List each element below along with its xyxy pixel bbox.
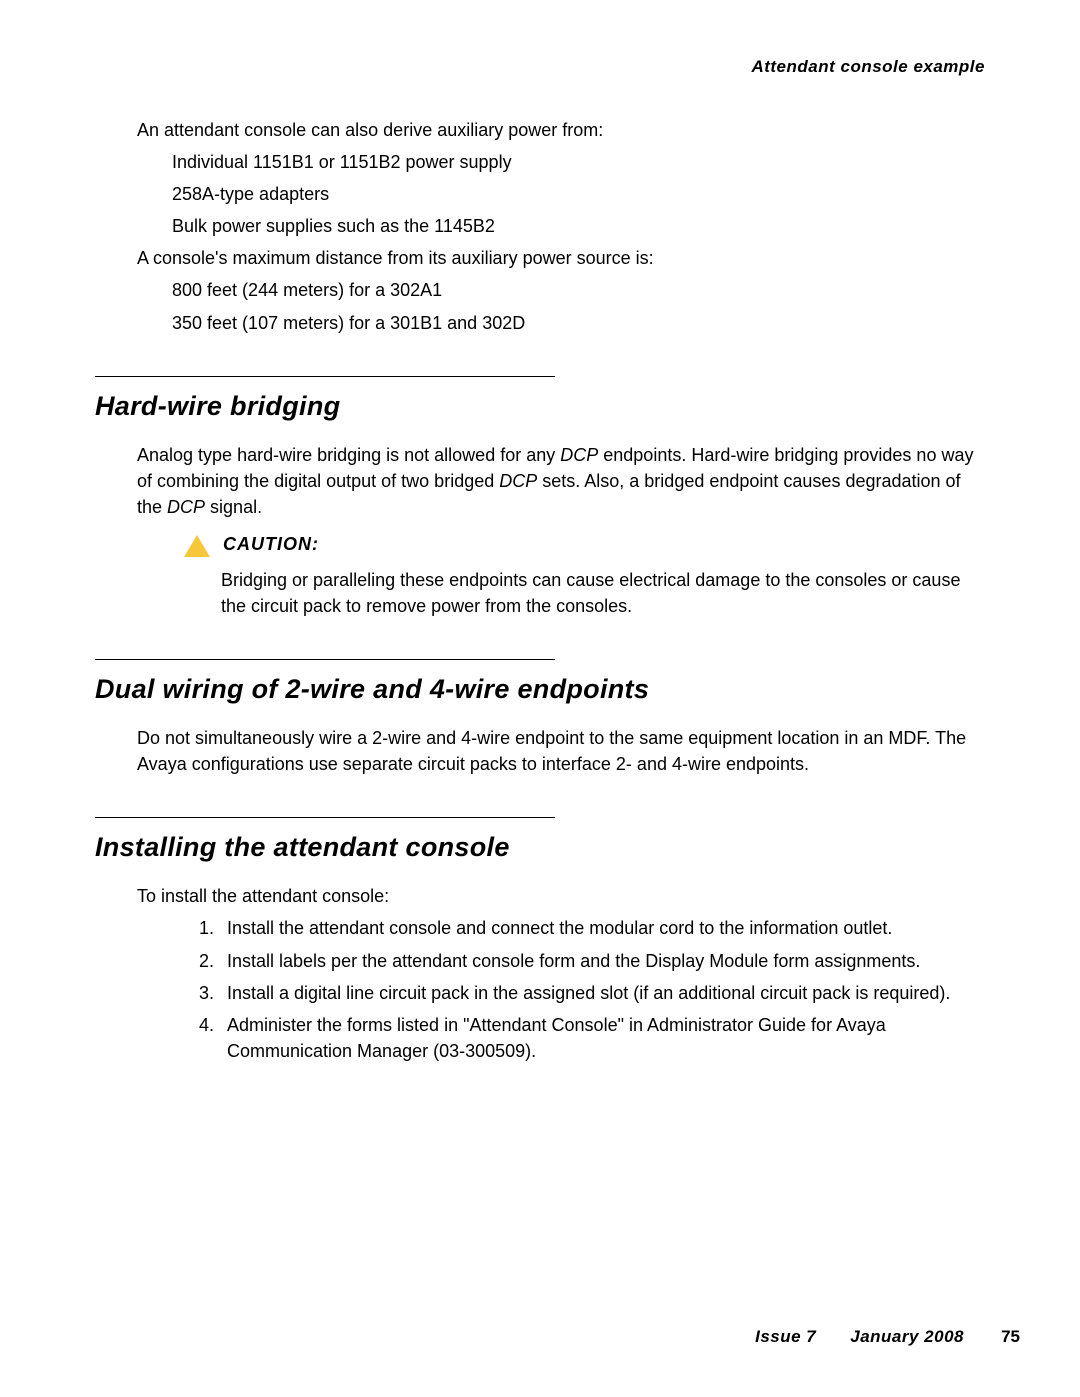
list-item: 1. Install the attendant console and con…	[199, 915, 985, 941]
page-number: 75	[1001, 1327, 1020, 1347]
step-number: 1.	[199, 915, 219, 941]
running-header: Attendant console example	[751, 57, 985, 77]
step-text: Install labels per the attendant console…	[227, 948, 920, 974]
list-item: 2. Install labels per the attendant cons…	[199, 948, 985, 974]
list-item: 258A-type adapters	[172, 181, 985, 207]
section-divider	[95, 817, 555, 818]
step-text: Install a digital line circuit pack in t…	[227, 980, 950, 1006]
dcp-term: DCP	[167, 497, 205, 517]
intro-p2: A console's maximum distance from its au…	[137, 245, 985, 271]
caution-block: CAUTION:	[95, 534, 985, 563]
list-item: 800 feet (244 meters) for a 302A1	[172, 277, 985, 303]
step-text: Install the attendant console and connec…	[227, 915, 892, 941]
install-steps: 1. Install the attendant console and con…	[137, 915, 985, 1063]
caution-triangle-icon	[183, 534, 211, 563]
list-item: 4. Administer the forms listed in "Atten…	[199, 1012, 985, 1064]
footer-date: January 2008	[850, 1327, 964, 1347]
list-item: Individual 1151B1 or 1151B2 power supply	[172, 149, 985, 175]
dcp-term: DCP	[499, 471, 537, 491]
intro-p1: An attendant console can also derive aux…	[137, 117, 985, 143]
dcp-term: DCP	[560, 445, 598, 465]
section-divider	[95, 659, 555, 660]
section-divider	[95, 376, 555, 377]
step-number: 3.	[199, 980, 219, 1006]
heading-dual-wiring: Dual wiring of 2-wire and 4-wire endpoin…	[95, 674, 985, 705]
caution-label: CAUTION:	[223, 534, 319, 555]
list-item: Bulk power supplies such as the 1145B2	[172, 213, 985, 239]
triangle-shape	[184, 535, 210, 557]
step-text: Administer the forms listed in "Attendan…	[227, 1012, 985, 1064]
step-number: 4.	[199, 1012, 219, 1064]
intro-bullets-1: Individual 1151B1 or 1151B2 power supply…	[137, 149, 985, 239]
caution-body: Bridging or paralleling these endpoints …	[95, 567, 985, 619]
step-number: 2.	[199, 948, 219, 974]
heading-installing: Installing the attendant console	[95, 832, 985, 863]
heading-hardwire-bridging: Hard-wire bridging	[95, 391, 985, 422]
list-item: 3. Install a digital line circuit pack i…	[199, 980, 985, 1006]
text-run: Analog type hard-wire bridging is not al…	[137, 445, 560, 465]
dual-paragraph: Do not simultaneously wire a 2-wire and …	[137, 725, 985, 777]
list-item: 350 feet (107 meters) for a 301B1 and 30…	[172, 310, 985, 336]
text-run: signal.	[205, 497, 262, 517]
hardwire-paragraph: Analog type hard-wire bridging is not al…	[137, 442, 985, 520]
footer-issue: Issue 7	[755, 1327, 816, 1347]
page-footer: Issue 7 January 2008	[0, 1327, 1080, 1347]
install-lead: To install the attendant console:	[137, 883, 985, 909]
intro-bullets-2: 800 feet (244 meters) for a 302A1 350 fe…	[137, 277, 985, 335]
